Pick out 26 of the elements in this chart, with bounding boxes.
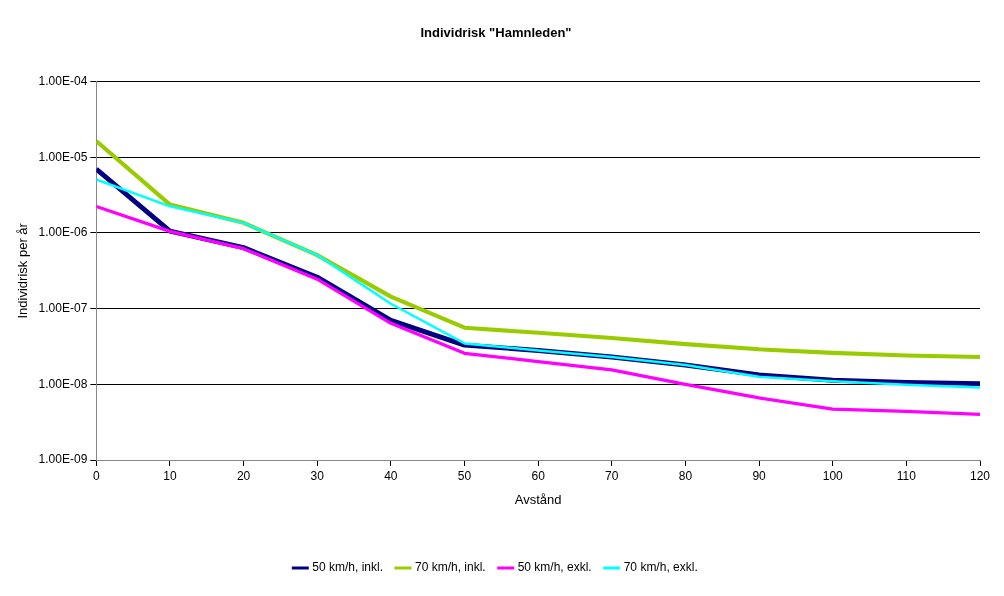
x-tick-label: 40 [384, 468, 398, 483]
x-tick-label: 100 [822, 468, 844, 483]
y-tick-label: 1.00E-08 [38, 376, 88, 391]
x-tick-label: 50 [457, 468, 472, 483]
x-tick-label: 80 [678, 468, 693, 483]
x-tick-label: 60 [531, 468, 546, 483]
y-tick-label: 1.00E-05 [38, 149, 88, 164]
y-axis-title: Individrisk per år [15, 222, 31, 319]
x-tick-label: 0 [92, 468, 100, 483]
legend-label: 50 km/h, exkl. [517, 560, 592, 575]
legend-label: 50 km/h, inkl. [312, 560, 383, 575]
x-tick-label: 10 [163, 468, 177, 483]
y-tick-label: 1.00E-04 [38, 73, 88, 88]
x-tick-label: 120 [969, 468, 991, 483]
x-axis-title: Avstånd [514, 491, 562, 507]
y-tick-label: 1.00E-06 [38, 225, 88, 240]
x-tick-label: 90 [752, 468, 767, 483]
y-tick-label: 1.00E-09 [38, 452, 88, 467]
legend-label: 70 km/h, exkl. [623, 560, 698, 575]
legend-label: 70 km/h, inkl. [414, 560, 486, 575]
x-tick-label: 20 [236, 468, 251, 483]
x-tick-label: 30 [310, 468, 325, 483]
y-tick-label: 1.00E-07 [38, 300, 88, 315]
x-tick-label: 70 [605, 468, 619, 483]
x-tick-label: 110 [896, 468, 917, 483]
chart-title: Individrisk "Hamnleden" [420, 25, 572, 41]
